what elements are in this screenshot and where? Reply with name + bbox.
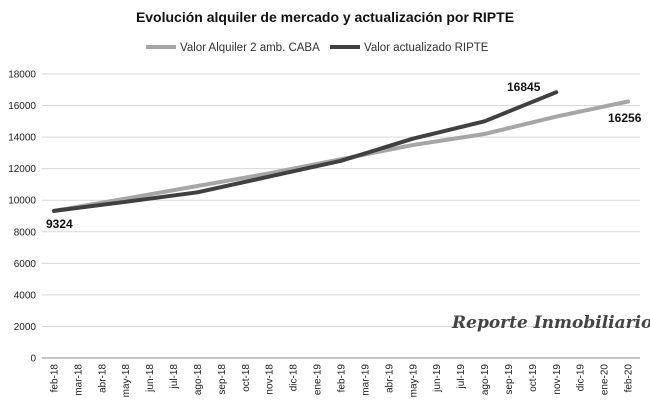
x-tick-label: jul-19 xyxy=(456,364,467,390)
x-tick-label: jun-18 xyxy=(145,364,156,393)
x-tick-label: oct-18 xyxy=(241,364,252,392)
x-tick-label: dic-19 xyxy=(576,364,587,392)
x-tick-label: oct-19 xyxy=(528,364,539,392)
y-tick-label: 14000 xyxy=(8,133,36,144)
x-tick-label: ago-19 xyxy=(480,364,491,396)
watermark-logo: Reporte Inmobiliario xyxy=(451,313,650,333)
x-tick-label: sep-18 xyxy=(217,364,228,395)
legend: Valor Alquiler 2 amb. CABA Valor actuali… xyxy=(146,42,489,54)
y-tick-label: 18000 xyxy=(8,70,36,81)
series-line-0 xyxy=(52,99,630,213)
x-tick-label: nov-18 xyxy=(265,364,276,395)
x-tick-label: abr-19 xyxy=(384,364,395,393)
y-tick-label: 12000 xyxy=(8,164,36,175)
x-tick-label: mar-18 xyxy=(73,364,84,396)
y-tick-label: 16000 xyxy=(8,101,36,112)
x-tick-label: jul-18 xyxy=(169,364,180,390)
x-tick-label: mar-19 xyxy=(360,364,371,396)
x-tick-label: abr-18 xyxy=(97,364,108,393)
legend-label-alquiler: Valor Alquiler 2 amb. CABA xyxy=(180,42,320,54)
x-tick-label: sep-19 xyxy=(504,364,515,395)
y-tick-label: 6000 xyxy=(14,259,37,270)
x-tick-label: dic-18 xyxy=(289,364,300,392)
x-tick-label: ene-20 xyxy=(600,364,611,396)
legend-label-ripte: Valor actualizado RIPTE xyxy=(364,42,489,54)
x-tick-label: may-18 xyxy=(121,364,132,398)
x-tick-label: feb-20 xyxy=(624,364,635,393)
series-line-1 xyxy=(52,90,559,213)
y-tick-label: 10000 xyxy=(8,196,36,207)
x-tick-label: feb-18 xyxy=(49,364,60,393)
x-tick-label: nov-19 xyxy=(552,364,563,395)
x-tick-label: jun-19 xyxy=(432,364,443,393)
y-tick-label: 0 xyxy=(30,354,36,365)
y-tick-label: 2000 xyxy=(14,322,37,333)
x-tick-label: may-19 xyxy=(408,364,419,398)
data-label-alquiler-end: 16256 xyxy=(608,111,642,125)
chart-title: Evolución alquiler de mercado y actualiz… xyxy=(136,9,514,25)
x-tick-label: ago-18 xyxy=(193,364,204,396)
y-tick-label: 4000 xyxy=(14,290,37,301)
x-tick-label: feb-19 xyxy=(337,364,348,393)
data-label-start: 9324 xyxy=(46,217,73,231)
data-label-ripte-end: 16845 xyxy=(507,80,541,94)
x-tick-label: ene-19 xyxy=(313,364,324,396)
y-tick-label: 8000 xyxy=(14,227,37,238)
